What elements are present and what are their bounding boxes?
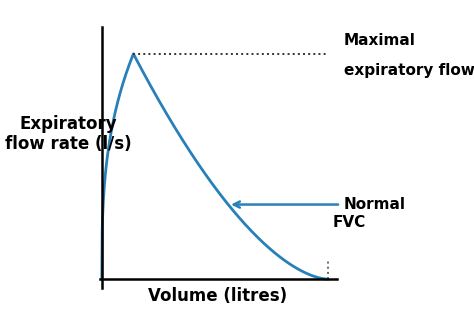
X-axis label: Volume (litres): Volume (litres) [148,287,288,306]
Text: Maximal: Maximal [344,33,416,48]
Text: FVC: FVC [332,215,365,230]
Text: expiratory flow: expiratory flow [344,63,474,78]
Text: Expiratory
flow rate (l/s): Expiratory flow rate (l/s) [5,115,131,153]
Text: Normal: Normal [234,197,406,212]
